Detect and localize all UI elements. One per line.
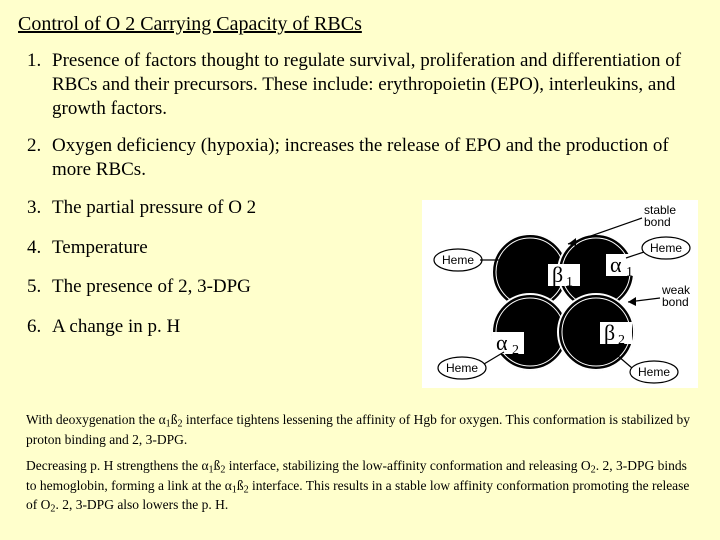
svg-text:2: 2 [618, 333, 625, 348]
svg-text:bond: bond [644, 215, 671, 229]
slide-title: Control of O 2 Carrying Capacity of RBCs [18, 12, 702, 37]
svg-text:Heme: Heme [446, 361, 478, 375]
svg-text:β: β [552, 262, 563, 287]
svg-text:1: 1 [566, 275, 573, 290]
hemoglobin-diagram: β1 α1 α2 β2 Heme Heme Heme Heme [422, 200, 698, 388]
list-item: A change in p. H [46, 315, 412, 339]
list-item: Temperature [46, 236, 412, 260]
svg-text:α: α [496, 330, 508, 355]
svg-text:2: 2 [512, 343, 519, 358]
list-item: The presence of 2, 3-DPG [46, 275, 412, 299]
svg-text:Heme: Heme [442, 253, 474, 267]
list-item: Presence of factors thought to regulate … [46, 49, 702, 120]
footnote-2: Decreasing p. H strengthens the α1ß2 int… [26, 458, 694, 516]
footnote-1: With deoxygenation the α1ß2 interface ti… [26, 412, 694, 448]
svg-text:1: 1 [626, 265, 633, 280]
list-item: Oxygen deficiency (hypoxia); increases t… [46, 134, 702, 182]
svg-text:Heme: Heme [650, 241, 682, 255]
svg-text:β: β [604, 320, 615, 345]
svg-text:Heme: Heme [638, 365, 670, 379]
svg-text:bond: bond [662, 295, 689, 309]
footnotes: With deoxygenation the α1ß2 interface ti… [26, 412, 694, 526]
svg-text:α: α [610, 252, 622, 277]
list-item: The partial pressure of O 2 [46, 196, 412, 220]
